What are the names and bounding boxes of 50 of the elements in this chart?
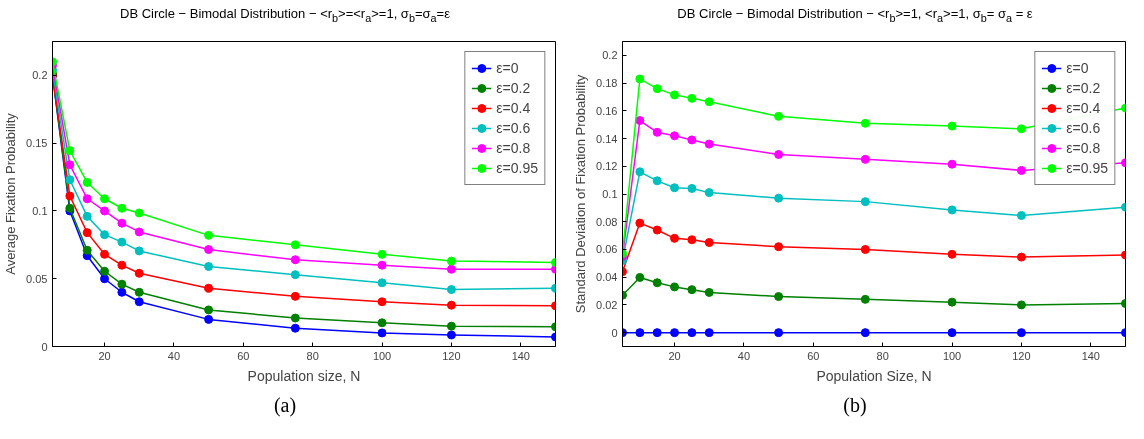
x-tick-label: 140 <box>511 349 530 362</box>
x-tick-label: 60 <box>807 349 820 362</box>
y-tick-label: 0.16 <box>596 104 618 117</box>
x-tick-label: 60 <box>237 349 250 362</box>
y-tick-label: 0.18 <box>596 77 618 90</box>
y-tick-label: 0.15 <box>26 137 48 150</box>
chart-title: DB Circle − Bimodal Distribution − <r$_{b}$>=<r$_{a}$>=1, σ$_{b}$=σ$_{a}$=ε <box>120 6 450 24</box>
legend-label: ε=0.4 <box>1066 100 1101 116</box>
y-tick-label: 0.08 <box>596 215 618 228</box>
y-tick-label: 0.1 <box>32 204 48 217</box>
y-tick-label: 0.2 <box>602 49 618 62</box>
x-tick-label: 40 <box>737 349 751 362</box>
legend-label: ε=0.8 <box>1066 140 1101 156</box>
legend-label: ε=0.8 <box>496 140 531 156</box>
y-tick-label: 0.2 <box>32 69 48 82</box>
y-tick-label: 0.14 <box>596 132 618 145</box>
y-tick-label: 0.02 <box>596 298 618 311</box>
text: (a) <box>272 393 298 419</box>
x-tick-label: 20 <box>668 349 681 362</box>
y-tick-label: 0.12 <box>596 160 618 173</box>
x-tick-label: 120 <box>442 349 461 362</box>
y-tick-label: 0.1 <box>602 188 618 200</box>
y-axis-title: Average Fixation Probability <box>3 112 19 275</box>
x-tick-label: 140 <box>1081 349 1100 362</box>
text: (b) <box>842 393 868 418</box>
x-tick-label: 100 <box>372 349 392 362</box>
chart-title: DB Circle − Bimodal Distribution − <r$_{b}$>=1, <r$_{a}$>=1, σ$_{b}$= σ$_{a}$ = ε <box>677 6 1033 24</box>
legend-label: ε=0.95 <box>496 160 538 176</box>
legend-label: ε=0.6 <box>496 120 531 136</box>
legend-label: ε=0.4 <box>496 100 531 116</box>
legend-label: ε=0.95 <box>1066 160 1108 176</box>
x-tick-label: 80 <box>876 349 889 362</box>
y-tick-label: 0 <box>41 340 48 353</box>
legend-label: ε=0 <box>1066 60 1089 76</box>
legend-label: ε=0 <box>496 60 519 76</box>
y-axis-title: Standard Deviation of Fixation Probability <box>573 74 589 314</box>
x-axis-title: Population Size, N <box>816 367 932 384</box>
x-tick-label: 20 <box>98 349 111 362</box>
legend-label: ε=0.2 <box>496 80 531 96</box>
y-tick-label: 0.06 <box>596 243 618 256</box>
y-tick-label: 0 <box>611 326 618 339</box>
x-tick-label: 120 <box>1012 349 1031 362</box>
legend-label: ε=0.6 <box>1066 120 1101 136</box>
x-tick-label: 80 <box>306 349 319 362</box>
x-axis-title: Population size, N <box>247 367 361 384</box>
y-tick-label: 0.04 <box>596 271 618 284</box>
y-tick-label: 0.05 <box>26 272 48 285</box>
x-tick-label: 40 <box>167 349 181 362</box>
legend-label: ε=0.2 <box>1066 80 1101 96</box>
x-tick-label: 100 <box>942 349 962 362</box>
